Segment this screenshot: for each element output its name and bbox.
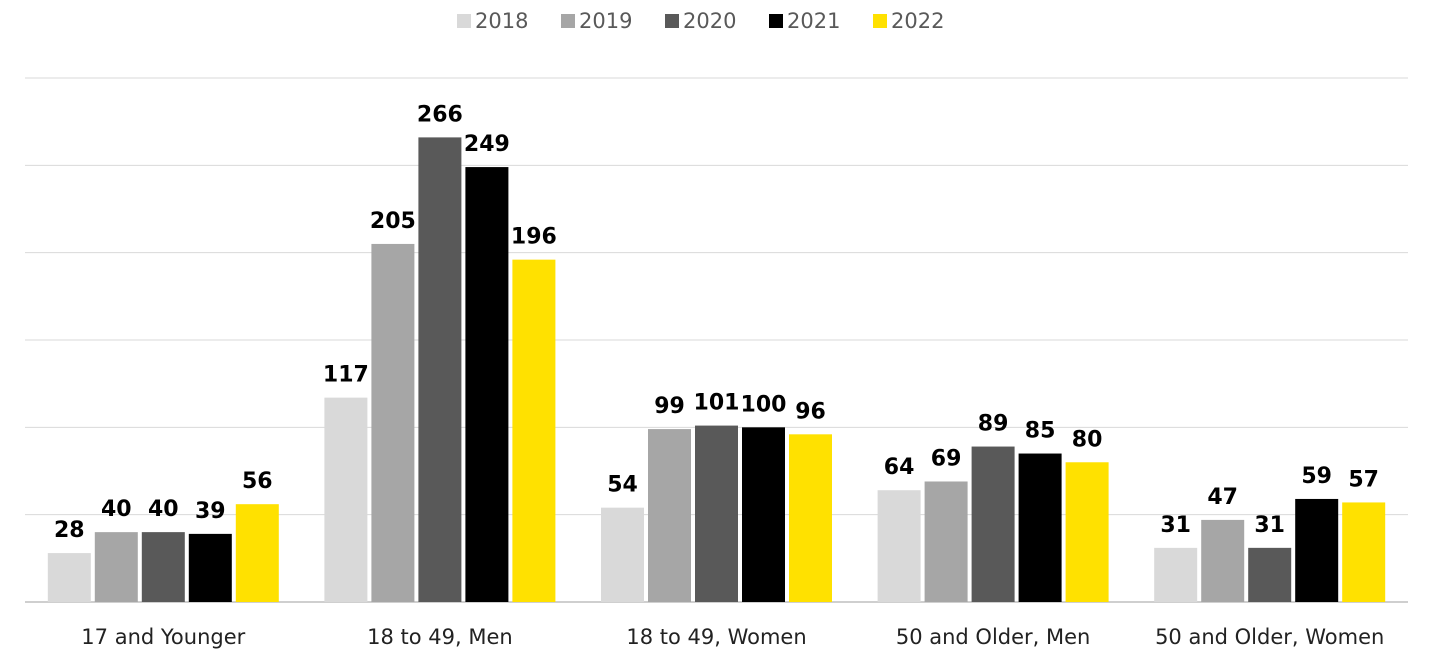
bar [188, 533, 232, 602]
bar [141, 532, 185, 602]
bar [1065, 462, 1109, 602]
data-label: 40 [101, 497, 132, 522]
data-label: 205 [370, 209, 416, 234]
data-label: 196 [511, 225, 557, 250]
legend-label: 2019 [579, 9, 632, 33]
bar [465, 167, 509, 602]
x-tick-label: 50 and Older, Women [1155, 625, 1384, 649]
bar [418, 137, 462, 603]
data-label: 100 [741, 392, 787, 417]
data-label: 31 [1160, 513, 1191, 538]
bar [877, 490, 921, 602]
data-label: 266 [417, 102, 463, 127]
legend-swatch [873, 14, 887, 28]
bar [742, 427, 785, 602]
data-label: 59 [1301, 464, 1332, 489]
bar [789, 434, 832, 602]
data-label: 40 [148, 497, 179, 522]
data-label: 96 [795, 399, 826, 424]
x-tick-label: 50 and Older, Men [896, 625, 1091, 649]
legend-swatch [769, 14, 783, 28]
data-label: 31 [1254, 513, 1285, 538]
data-label: 99 [654, 394, 685, 419]
bar [695, 425, 738, 602]
bar [94, 532, 138, 602]
x-tick-label: 17 and Younger [81, 625, 245, 649]
bar [1201, 519, 1245, 602]
legend-label: 2021 [787, 9, 840, 33]
bar [601, 507, 644, 602]
x-tick-label: 18 to 49, Women [626, 625, 806, 649]
data-label: 54 [607, 473, 638, 498]
bar [47, 553, 91, 602]
data-label: 101 [694, 391, 740, 416]
bar [324, 397, 368, 602]
data-label: 39 [195, 499, 226, 524]
legend-swatch [665, 14, 679, 28]
data-label: 89 [978, 412, 1009, 437]
legend-swatch [457, 14, 471, 28]
legend-label: 2022 [891, 9, 944, 33]
bar [1248, 547, 1292, 602]
legend-swatch [561, 14, 575, 28]
data-label: 56 [242, 469, 273, 494]
bar [1154, 547, 1198, 602]
bar [1295, 498, 1339, 602]
data-label: 47 [1207, 485, 1238, 510]
bar [1342, 502, 1386, 602]
bar [648, 429, 691, 602]
legend-label: 2018 [475, 9, 528, 33]
bar [371, 243, 415, 602]
data-label: 117 [323, 363, 369, 388]
x-tick-label: 18 to 49, Men [367, 625, 513, 649]
bar [1018, 453, 1062, 602]
data-label: 85 [1025, 419, 1056, 444]
data-label: 28 [54, 518, 85, 543]
data-label: 57 [1348, 467, 1379, 492]
data-label: 64 [884, 455, 915, 480]
bar [235, 504, 279, 602]
bar [971, 446, 1015, 602]
data-label: 249 [464, 132, 510, 157]
legend-label: 2020 [683, 9, 736, 33]
bar [512, 259, 556, 602]
bar [924, 481, 968, 602]
data-label: 69 [931, 446, 962, 471]
data-label: 80 [1072, 427, 1103, 452]
